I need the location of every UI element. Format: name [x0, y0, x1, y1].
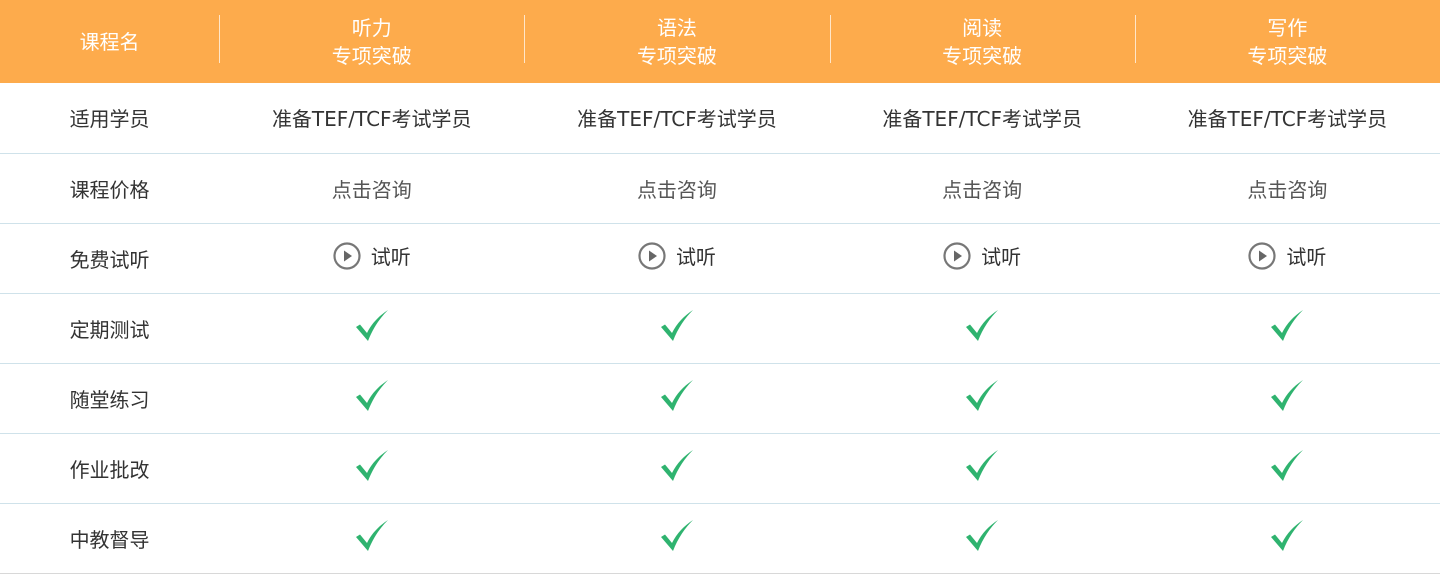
- trial-label: 试听: [1286, 245, 1327, 270]
- check-icon: [355, 519, 388, 551]
- trial-button[interactable]: 试听: [1248, 241, 1326, 270]
- check-icon: [355, 379, 388, 411]
- cell-feature: [219, 503, 524, 573]
- cell-feature: [830, 503, 1135, 573]
- cell-students: 准备TEF/TCF考试学员: [271, 107, 472, 132]
- row-label: 随堂练习: [69, 387, 150, 412]
- header-row: 课程名 听力 专项突破 语法 专项突破 阅读 专项突破 写作 专项突破: [0, 0, 1440, 83]
- cell-students: 准备TEF/TCF考试学员: [882, 107, 1082, 132]
- check-icon: [1271, 309, 1304, 341]
- cell-feature: [524, 363, 829, 433]
- consult-link[interactable]: 点击咨询: [942, 177, 1023, 202]
- consult-link[interactable]: 点击咨询: [636, 177, 717, 202]
- trial-label: 试听: [675, 245, 716, 270]
- trial-button[interactable]: 试听: [333, 241, 411, 270]
- trial-button[interactable]: 试听: [943, 241, 1021, 270]
- header-grammar: 语法 专项突破: [524, 0, 829, 83]
- play-circle-icon: [638, 242, 666, 270]
- check-icon: [966, 309, 999, 341]
- cell-feature: [524, 433, 829, 503]
- check-icon: [1271, 449, 1304, 481]
- cell-trial: 试听: [830, 223, 1135, 293]
- consult-link[interactable]: 点击咨询: [1247, 177, 1328, 202]
- cell-feature: [830, 293, 1135, 363]
- check-icon: [966, 379, 999, 411]
- cell-feature: [830, 363, 1135, 433]
- consult-link[interactable]: 点击咨询: [331, 177, 412, 202]
- row-feature: 作业批改: [0, 433, 1440, 503]
- row-label: 作业批改: [69, 457, 150, 482]
- row-label: 免费试听: [69, 247, 150, 272]
- row-feature: 定期测试: [0, 293, 1440, 363]
- cell-feature: [524, 503, 829, 573]
- cell-feature: [1135, 433, 1440, 503]
- cell-feature: [219, 433, 524, 503]
- row-feature: 中教督导: [0, 503, 1440, 573]
- play-circle-icon: [943, 242, 971, 270]
- cell-feature: [524, 293, 829, 363]
- play-circle-icon: [333, 242, 361, 270]
- check-icon: [1271, 519, 1304, 551]
- check-icon: [660, 519, 693, 551]
- row-label: 课程价格: [69, 177, 150, 202]
- header-writing: 写作 专项突破: [1134, 0, 1440, 83]
- check-icon: [1271, 379, 1304, 411]
- row-label: 适用学员: [69, 107, 150, 132]
- cell-feature: [219, 293, 524, 363]
- check-icon: [966, 519, 999, 551]
- row-label: 定期测试: [69, 317, 150, 342]
- cell-feature: [1135, 503, 1440, 573]
- trial-label: 试听: [370, 245, 411, 270]
- cell-trial: 试听: [219, 223, 524, 293]
- cell-students: 准备TEF/TCF考试学员: [577, 107, 777, 132]
- cell-feature: [1135, 363, 1440, 433]
- cell-trial: 试听: [1135, 223, 1440, 293]
- row-students: 适用学员 准备TEF/TCF考试学员 准备TEF/TCF考试学员 准备TEF/T…: [0, 83, 1440, 153]
- cell-feature: [830, 433, 1135, 503]
- header-reading: 阅读 专项突破: [829, 0, 1135, 83]
- row-feature: 随堂练习: [0, 363, 1440, 433]
- trial-button[interactable]: 试听: [638, 241, 716, 270]
- row-label: 中教督导: [69, 527, 150, 552]
- check-icon: [355, 449, 388, 481]
- check-icon: [966, 449, 999, 481]
- check-icon: [660, 449, 693, 481]
- cell-trial: 试听: [524, 223, 829, 293]
- cell-feature: [1135, 293, 1440, 363]
- row-trial: 免费试听 试听 试听 试听 试听: [0, 223, 1440, 293]
- check-icon: [660, 309, 693, 341]
- row-price: 课程价格 点击咨询 点击咨询 点击咨询 点击咨询: [0, 153, 1440, 223]
- play-circle-icon: [1248, 242, 1276, 270]
- cell-feature: [219, 363, 524, 433]
- cell-students: 准备TEF/TCF考试学员: [1187, 107, 1388, 132]
- check-icon: [355, 309, 388, 341]
- header-listening: 听力 专项突破: [219, 0, 524, 83]
- header-course-name: 课程名: [79, 29, 140, 54]
- trial-label: 试听: [981, 245, 1022, 270]
- check-icon: [660, 379, 693, 411]
